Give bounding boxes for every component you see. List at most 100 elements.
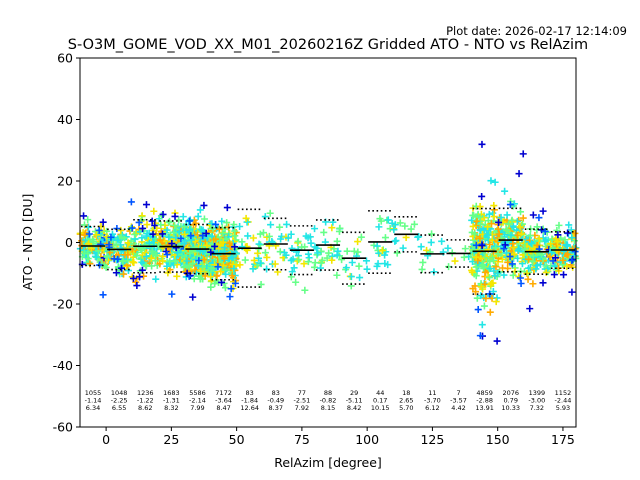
scatter-point [355,262,363,270]
scatter-point [165,218,173,226]
scatter-point [301,286,309,294]
scatter-point [99,291,107,299]
scatter-point [187,232,195,240]
scatter-point [399,244,407,252]
scatter-point [225,239,233,247]
bin-std-label: 7.32 [530,404,544,412]
y-tick-label: 60 [57,51,73,66]
scatter-point [317,247,325,255]
scatter-point [302,232,310,240]
scatter-point [219,262,227,270]
scatter-point [223,204,231,212]
scatter-point [223,219,231,227]
scatter-point [374,260,382,268]
bin-std-label: 8.47 [216,404,230,412]
scatter-point [477,292,485,300]
scatter-point [114,263,122,271]
scatter-point [343,247,351,255]
scatter-point [363,265,371,273]
scatter-point [553,238,561,246]
scatter-point [478,140,486,148]
scatter-point [388,219,396,227]
scatter-point [85,230,93,238]
scatter-point [256,259,264,267]
scatter-point [212,220,220,228]
scatter-point [171,212,179,220]
scatter-point [490,267,498,275]
scatter-point [307,239,315,247]
x-tick-label: 0 [102,432,110,447]
bin-mean-label: -3.00 [528,397,545,405]
bin-count-label: 11 [428,389,436,397]
scatter-point [148,247,156,255]
scatter-point [325,249,333,257]
scatter-point [123,255,131,263]
bin-std-label: 5.93 [556,404,570,412]
scatter-point [143,221,151,229]
scatter-point [211,280,219,288]
scatter-point [469,222,477,230]
scatter-point [487,177,495,185]
scatter-point [564,229,572,237]
x-tick-label: 50 [229,432,245,447]
scatter-point [471,230,479,238]
bin-mean-label: -0.82 [320,397,337,405]
scatter-point [478,242,486,250]
scatter-point [141,249,149,257]
scatter-point [287,256,295,264]
bin-std-label: 10.33 [501,404,520,412]
scatter-point [505,220,513,228]
scatter-point [415,233,423,241]
scatter-point [569,255,577,263]
scatter-point [186,217,194,225]
scatter-point [127,198,135,206]
scatter-point [90,238,98,246]
scatter-point [143,230,151,238]
scatter-point [476,332,484,340]
scatter-point [155,231,163,239]
bin-mean-label: -0.49 [267,397,284,405]
scatter-point [564,250,572,258]
scatter-point [107,233,115,241]
bin-mean-label: -1.31 [163,397,180,405]
scatter-point [376,215,384,223]
scatter-point [257,280,265,288]
scatter-point [494,269,502,277]
scatter-point [469,285,477,293]
scatter-point [451,257,459,265]
bin-mean-label: -2.44 [555,397,572,405]
scatter-point [476,203,484,211]
y-tick-label: -40 [53,358,73,373]
scatter-point [347,273,355,281]
scatter-point [250,256,258,264]
scatter-point [283,220,291,228]
scatter-point [485,274,493,282]
scatter-point [200,256,208,264]
scatter-point [214,263,222,271]
scatter-point [427,238,435,246]
scatter-point [121,251,129,259]
scatter-point [128,224,136,232]
bin-std-label: 5.70 [399,404,413,412]
scatter-point [506,253,514,261]
scatter-point [529,280,537,288]
scatter-point [474,306,482,314]
scatter-point [149,230,157,238]
scatter-point [249,265,257,273]
scatter-point [553,226,561,234]
scatter-point [181,231,189,239]
scatter-point [550,271,558,279]
scatter-point [571,248,579,256]
scatter-point [255,254,263,262]
scatter-point [544,265,552,273]
scatter-point [186,249,194,257]
scatter-point [375,223,383,231]
scatter-point [218,217,226,225]
scatter-point [227,285,235,293]
scatter-point [150,207,158,215]
scatter-point [401,222,409,230]
scatter-point [392,237,400,245]
scatter-point [526,305,534,313]
scatter-point [311,243,319,251]
scatter-point [196,206,204,214]
